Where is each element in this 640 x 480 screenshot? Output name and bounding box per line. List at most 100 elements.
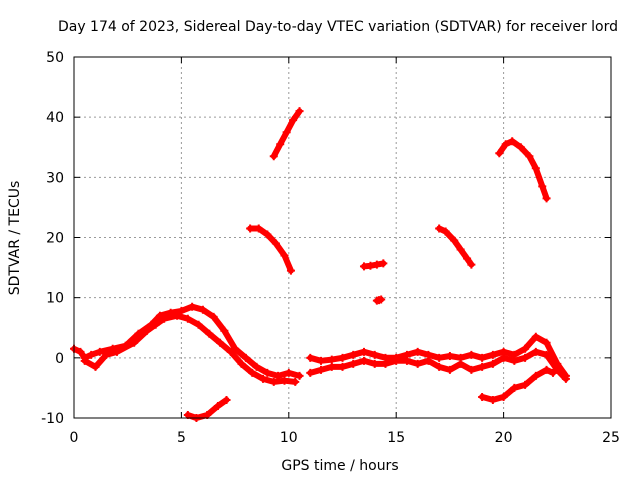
data-point — [276, 140, 285, 149]
data-point — [248, 368, 257, 377]
data-point — [295, 107, 304, 116]
data-point — [445, 352, 454, 361]
data-point — [359, 356, 368, 365]
data-point — [198, 305, 207, 314]
data-point — [516, 143, 525, 152]
data-point — [254, 224, 263, 233]
data-point — [521, 380, 530, 389]
x-tick-label: 15 — [387, 430, 405, 446]
x-axis-label: GPS time / hours — [281, 458, 398, 474]
series-arc-21 — [435, 224, 476, 269]
data-point — [561, 374, 570, 383]
data-point — [102, 350, 111, 359]
data-point — [370, 350, 379, 359]
data-point — [284, 368, 293, 377]
data-point — [194, 320, 203, 329]
data-point — [445, 365, 454, 374]
data-point — [177, 306, 186, 315]
data-point — [317, 365, 326, 374]
data-point — [467, 365, 476, 374]
y-axis-label: SDTVAR / TECUs — [7, 181, 23, 296]
data-point — [259, 374, 268, 383]
data-point — [501, 140, 510, 149]
data-point — [510, 356, 519, 365]
data-point — [478, 362, 487, 371]
data-point — [435, 353, 444, 362]
data-point — [478, 353, 487, 362]
series-arc-main-lower — [80, 311, 300, 386]
x-tick-label: 5 — [177, 430, 186, 446]
data-point — [317, 356, 326, 365]
data-point — [183, 314, 192, 323]
data-point — [306, 368, 315, 377]
series-arc-low-tail — [478, 365, 558, 404]
data-point — [538, 182, 547, 191]
data-point — [531, 332, 540, 341]
data-point — [130, 338, 139, 347]
y-tick-label: 20 — [46, 231, 64, 247]
data-point — [173, 311, 182, 320]
series-arc-35 — [495, 137, 551, 203]
series-arc-15 — [359, 259, 388, 271]
data-point — [499, 353, 508, 362]
data-point — [269, 377, 278, 386]
data-point — [508, 137, 517, 146]
data-point — [525, 152, 534, 161]
data-point — [463, 254, 472, 263]
series-arc-9 — [372, 295, 386, 305]
data-point — [280, 376, 289, 385]
data-point — [531, 371, 540, 380]
data-point — [338, 353, 347, 362]
data-point — [220, 326, 229, 335]
data-point — [327, 355, 336, 364]
y-tick-label: 10 — [46, 291, 64, 307]
data-point — [246, 224, 255, 233]
data-point — [151, 320, 160, 329]
y-tick-label: 0 — [55, 351, 64, 367]
data-point — [295, 371, 304, 380]
data-point — [413, 347, 422, 356]
data-marks — [70, 107, 570, 422]
data-point — [226, 347, 235, 356]
data-point — [237, 359, 246, 368]
data-point — [441, 227, 450, 236]
data-point — [280, 251, 289, 260]
data-point — [205, 329, 214, 338]
data-point — [271, 239, 280, 248]
data-point — [213, 401, 222, 410]
data-point — [231, 344, 240, 353]
data-point — [413, 359, 422, 368]
data-point — [143, 326, 152, 335]
data-point — [87, 350, 96, 359]
data-point — [424, 356, 433, 365]
data-point — [372, 260, 381, 269]
series-arc-mid-lower — [306, 347, 570, 383]
data-point — [495, 149, 504, 158]
data-point — [553, 365, 562, 374]
data-point — [349, 359, 358, 368]
data-point — [263, 368, 272, 377]
y-tick-label: 30 — [46, 170, 64, 186]
data-point — [549, 368, 558, 377]
data-point — [289, 116, 298, 125]
data-point — [435, 362, 444, 371]
data-point — [241, 353, 250, 362]
data-point — [392, 356, 401, 365]
data-point — [160, 314, 169, 323]
data-point — [542, 350, 551, 359]
data-point — [450, 236, 459, 245]
data-point — [366, 261, 375, 270]
data-point — [209, 312, 218, 321]
x-tick-label: 0 — [70, 430, 79, 446]
data-point — [542, 338, 551, 347]
data-point — [488, 395, 497, 404]
y-tick-label: -10 — [41, 411, 64, 427]
data-point — [488, 350, 497, 359]
data-point — [456, 245, 465, 254]
data-point — [338, 362, 347, 371]
data-point — [269, 152, 278, 161]
series-arc-20 — [246, 224, 295, 275]
data-point — [112, 347, 121, 356]
data-point — [222, 395, 231, 404]
